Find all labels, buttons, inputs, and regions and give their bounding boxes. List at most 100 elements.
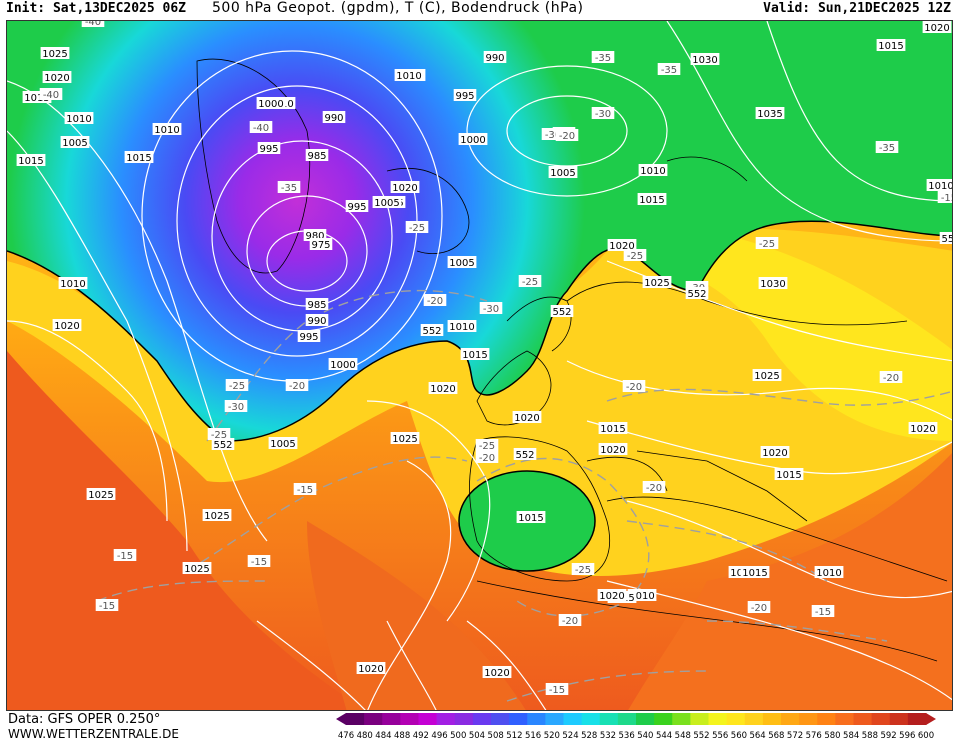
isobar-label: 1025 <box>754 371 779 382</box>
isobar-label: 1020 <box>600 445 625 456</box>
temperature-label: -30 <box>483 304 499 315</box>
isobar-label-box <box>814 566 844 578</box>
isobar-label: 990 <box>307 316 326 327</box>
isobar-label: 1020 <box>924 23 949 34</box>
temperature-label-box <box>875 141 899 153</box>
legend-swatch <box>781 713 800 725</box>
legend-swatch <box>563 713 583 725</box>
isobar-label-box <box>305 314 329 326</box>
temperature-label: -35 <box>661 65 677 76</box>
legend-tick-label: 544 <box>656 731 672 741</box>
isobar-label-box <box>305 298 329 310</box>
isobar-label-box <box>268 437 298 449</box>
temperature-label: -20 <box>562 616 578 627</box>
temperature-label: -15 <box>549 685 565 696</box>
isobar-label: 1015 <box>878 41 903 52</box>
temperature-label-box <box>558 614 582 626</box>
temperature-label: -40 <box>253 123 269 134</box>
temperature-label: -25 <box>575 565 591 576</box>
temperature-label-box <box>545 683 569 695</box>
map-canvas: 1025 1020 1015 1010 1005 1015 1010 1010 1020 1000… <box>7 21 953 710</box>
isobar-label: 995 <box>299 332 318 343</box>
legend-tick-label: 572 <box>787 731 803 741</box>
legend-tick-label: 496 <box>431 731 447 741</box>
legend-tick-label: 508 <box>488 731 504 741</box>
isobar-label-box <box>124 151 154 163</box>
temperature-label-box <box>207 428 231 440</box>
temperature-label-box <box>623 249 647 261</box>
isobar-label: 1000 <box>258 99 283 110</box>
isobar-label-box <box>390 432 420 444</box>
temperature-label: -30 <box>545 130 561 141</box>
isobar-label: 1015 <box>126 153 151 164</box>
legend-tick-label: 584 <box>843 731 859 741</box>
legend-tick-label: 520 <box>544 731 560 741</box>
isobar-label-box <box>309 238 333 250</box>
temperature-label: -30 <box>595 109 611 120</box>
temperature-label-box <box>113 549 137 561</box>
temperature-label-box <box>937 191 952 203</box>
isobar-label-box <box>152 123 182 135</box>
isobar-label: 1015 <box>776 470 801 481</box>
isobar-label-box <box>428 382 458 394</box>
temperature-label-box <box>293 483 317 495</box>
isobar-label: 1005 <box>270 439 295 450</box>
legend-tick-label: 532 <box>600 731 616 741</box>
isobar-label-box <box>458 133 488 145</box>
isobar-label: 1010 <box>60 279 85 290</box>
legend-swatch <box>853 713 873 725</box>
isobar-label: 1005 <box>449 258 474 269</box>
isobar-label: 1010 <box>154 125 179 136</box>
legend-tick-label: 536 <box>619 731 635 741</box>
contour-552-label-box <box>513 448 537 460</box>
isobar-label-box <box>297 330 321 342</box>
isobar-label: 985 <box>307 300 326 311</box>
legend-swatch <box>509 713 528 725</box>
isobar-label: 1015 <box>518 513 543 524</box>
isobar-label: 1010 <box>640 166 665 177</box>
contour-552-label: 552 <box>515 450 534 461</box>
isobar-label: 1020 <box>44 73 69 84</box>
isobar-label: 1015 <box>600 424 625 435</box>
temperature-label-box <box>657 63 681 75</box>
isobar-label-box <box>755 107 785 119</box>
isobar-label: 1030 <box>760 279 785 290</box>
temperature-label: -20 <box>427 296 443 307</box>
isobar-label-box <box>690 53 720 65</box>
temperature-label: -40 <box>43 90 59 101</box>
temperature-label-box <box>81 21 105 27</box>
isobar-label: 995 <box>455 91 474 102</box>
temperature-label-box <box>642 481 666 493</box>
isobar-label-box <box>257 142 281 154</box>
map-title: 500 hPa Geopot. (gpdm), T (C), Bodendruc… <box>212 0 584 16</box>
isobar-label: 1005 <box>374 198 399 209</box>
isobar-label-box <box>202 509 232 521</box>
isobar-label: 1035 <box>757 109 782 120</box>
isobar-label-box <box>86 488 116 500</box>
legend-swatch <box>708 713 728 725</box>
legend-swatch <box>346 713 365 725</box>
contour-552-label-box <box>550 305 574 317</box>
isobar-label: 1020 <box>599 591 624 602</box>
isobar-label: 980 <box>305 231 324 242</box>
temperature-label: -35 <box>281 183 297 194</box>
isobar-label-box <box>637 193 667 205</box>
weather-map: 1025 1020 1015 1010 1005 1015 1010 1010 1020 1000… <box>6 20 953 711</box>
isobar-label: 1010 <box>928 181 953 192</box>
temperature-label-box <box>518 275 542 287</box>
temperature-label: -15 <box>297 485 313 496</box>
temperature-label: -20 <box>646 483 662 494</box>
isobar-label: 995 <box>259 144 278 155</box>
isobar-label: 1020 <box>762 448 787 459</box>
temperature-label-box <box>405 221 429 233</box>
legend-tick-label: 564 <box>749 731 765 741</box>
legend-tick-label: 524 <box>562 731 578 741</box>
isobar-label-box <box>328 358 358 370</box>
isobar-label: 1025 <box>184 564 209 575</box>
temperature-label: -15 <box>815 607 831 618</box>
temperature-label: -20 <box>883 373 899 384</box>
isobar-label-box <box>483 51 507 63</box>
isobar-label-box <box>548 166 578 178</box>
isobar-label-box <box>760 446 790 458</box>
valid-time: Valid: Sun,21DEC2025 12Z <box>763 1 951 16</box>
